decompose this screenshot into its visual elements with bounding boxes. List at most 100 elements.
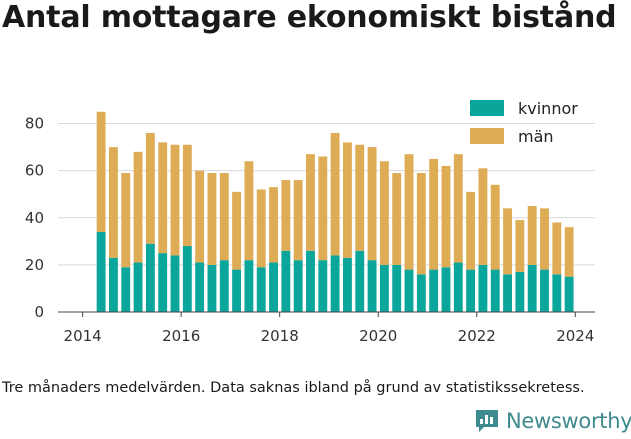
bar-man	[293, 180, 303, 261]
bar-man	[490, 184, 500, 270]
bar-kvinnor	[330, 255, 340, 312]
bars	[96, 111, 574, 312]
bar-man	[182, 144, 192, 247]
bar-kvinnor	[527, 264, 537, 312]
bar-man	[540, 208, 549, 270]
bar-kvinnor	[564, 276, 574, 312]
bar-kvinnor	[158, 253, 168, 312]
bar-kvinnor	[195, 262, 205, 312]
bar-man	[515, 220, 525, 272]
bar-man	[404, 154, 414, 270]
bar-kvinnor	[392, 264, 402, 312]
bar-kvinnor	[207, 264, 217, 312]
bar-man	[478, 168, 488, 265]
bar-man	[392, 173, 402, 265]
bar-kvinnor	[429, 269, 439, 312]
x-tick-label: 2018	[261, 327, 299, 345]
bar-man	[564, 227, 574, 277]
bar-kvinnor	[182, 246, 192, 312]
bar-man	[133, 151, 143, 263]
bar-man	[244, 161, 254, 261]
bar-man	[145, 132, 155, 244]
chart-title: Antal mottagare ekonomiskt bistånd	[2, 0, 617, 35]
x-tick-label: 2016	[162, 327, 200, 345]
bar-kvinnor	[244, 260, 254, 312]
bar-man	[343, 142, 352, 258]
bar-man	[318, 156, 328, 261]
bar-man	[281, 180, 291, 251]
bar-kvinnor	[133, 262, 143, 312]
bar-kvinnor	[232, 269, 242, 312]
legend: kvinnor män	[470, 99, 578, 146]
bar-man	[466, 191, 476, 270]
bar-man	[416, 173, 426, 275]
bar-kvinnor	[441, 267, 451, 312]
bar-man	[170, 144, 180, 256]
bar-kvinnor	[293, 260, 303, 312]
bar-man	[552, 222, 562, 275]
y-tick-label: 80	[25, 115, 44, 133]
bar-man	[108, 147, 118, 258]
bar-man	[429, 158, 439, 270]
bar-kvinnor	[540, 269, 549, 312]
bar-man	[158, 142, 168, 254]
bar-kvinnor	[281, 250, 291, 312]
brand-name: Newsworthy	[506, 409, 631, 433]
bar-kvinnor	[404, 269, 414, 312]
bar-kvinnor	[343, 257, 352, 312]
bar-man	[330, 132, 340, 256]
bar-man	[219, 173, 229, 261]
bar-man	[453, 154, 463, 263]
bar-man	[441, 165, 451, 268]
bar-kvinnor	[269, 262, 278, 312]
bar-man	[207, 173, 217, 265]
bar-man	[355, 144, 365, 251]
bar-man	[379, 161, 389, 265]
bar-man	[269, 187, 278, 263]
bar-kvinnor	[466, 269, 476, 312]
bar-kvinnor	[515, 271, 525, 312]
legend-swatch-kvinnor	[470, 100, 504, 116]
bar-kvinnor	[145, 243, 155, 312]
bar-man	[232, 191, 242, 270]
bar-kvinnor	[219, 260, 229, 312]
x-tick-label: 2014	[64, 327, 102, 345]
bar-kvinnor	[490, 269, 500, 312]
bar-man	[306, 154, 315, 251]
bar-man	[503, 208, 512, 275]
legend-swatch-man	[470, 128, 504, 144]
axes: 0 20 40 60 80 2014 2016 2018 2020 2022 2024	[25, 115, 595, 345]
bar-kvinnor	[453, 262, 463, 312]
bar-man	[195, 170, 205, 263]
legend-label-man: män	[518, 127, 554, 146]
bar-kvinnor	[478, 264, 488, 312]
bar-kvinnor	[170, 255, 180, 312]
x-tick-label: 2020	[359, 327, 397, 345]
bar-kvinnor	[108, 257, 118, 312]
bar-kvinnor	[379, 264, 389, 312]
bar-man	[121, 173, 131, 268]
newsworthy-logo-icon	[476, 410, 498, 432]
y-tick-label: 0	[34, 303, 44, 321]
y-tick-label: 60	[25, 162, 44, 180]
bar-kvinnor	[256, 267, 266, 312]
bar-man	[367, 147, 377, 261]
bar-kvinnor	[367, 260, 377, 312]
bar-kvinnor	[306, 250, 315, 312]
bar-kvinnor	[503, 274, 512, 312]
x-tick-label: 2024	[556, 327, 594, 345]
footnote: Tre månaders medelvärden. Data saknas ib…	[2, 380, 585, 396]
brand-logo: Newsworthy	[474, 408, 631, 434]
y-tick-label: 40	[25, 209, 44, 227]
bar-man	[527, 206, 537, 265]
bar-kvinnor	[96, 231, 106, 312]
bar-man	[96, 111, 106, 232]
bar-man	[256, 189, 266, 268]
bar-kvinnor	[355, 250, 365, 312]
x-tick-label: 2022	[458, 327, 496, 345]
bar-kvinnor	[552, 274, 562, 312]
bar-kvinnor	[318, 260, 328, 312]
legend-label-kvinnor: kvinnor	[518, 99, 578, 118]
bar-kvinnor	[416, 274, 426, 312]
bar-kvinnor	[121, 267, 131, 312]
